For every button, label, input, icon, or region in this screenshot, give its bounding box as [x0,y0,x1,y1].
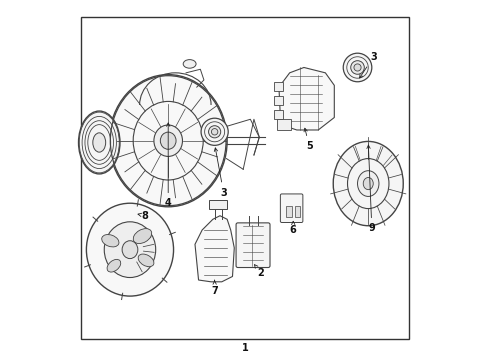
Ellipse shape [109,75,227,207]
Ellipse shape [102,235,119,247]
Text: 5: 5 [304,128,313,151]
Bar [286,206,292,217]
Text: 2: 2 [254,265,265,278]
Ellipse shape [78,111,120,174]
Polygon shape [279,67,334,130]
Ellipse shape [183,60,196,68]
Ellipse shape [107,260,121,272]
Bar [277,119,292,130]
Ellipse shape [209,126,221,138]
FancyBboxPatch shape [280,194,303,222]
Ellipse shape [104,222,156,278]
Text: 3: 3 [214,148,227,198]
Ellipse shape [211,129,218,135]
Ellipse shape [343,53,372,82]
FancyBboxPatch shape [236,223,270,267]
Text: 8: 8 [138,211,148,221]
Ellipse shape [351,61,364,74]
Ellipse shape [154,125,182,157]
Text: 7: 7 [211,280,218,296]
Bar [294,206,300,217]
Text: 3: 3 [360,52,377,78]
Ellipse shape [358,171,379,197]
Polygon shape [195,216,234,282]
Ellipse shape [86,203,173,296]
Text: 9: 9 [367,145,375,233]
Ellipse shape [333,141,403,226]
Ellipse shape [138,254,154,267]
Ellipse shape [201,118,228,145]
Ellipse shape [93,133,106,152]
Text: 4: 4 [165,123,172,208]
Bar [209,200,227,208]
Bar [273,111,283,119]
Text: 6: 6 [290,221,296,235]
Ellipse shape [122,241,138,258]
Ellipse shape [160,132,176,149]
Ellipse shape [354,64,361,71]
Bar [273,82,283,91]
Ellipse shape [363,177,373,190]
Text: 1: 1 [242,343,248,353]
Bar [273,96,283,105]
Ellipse shape [133,229,152,244]
